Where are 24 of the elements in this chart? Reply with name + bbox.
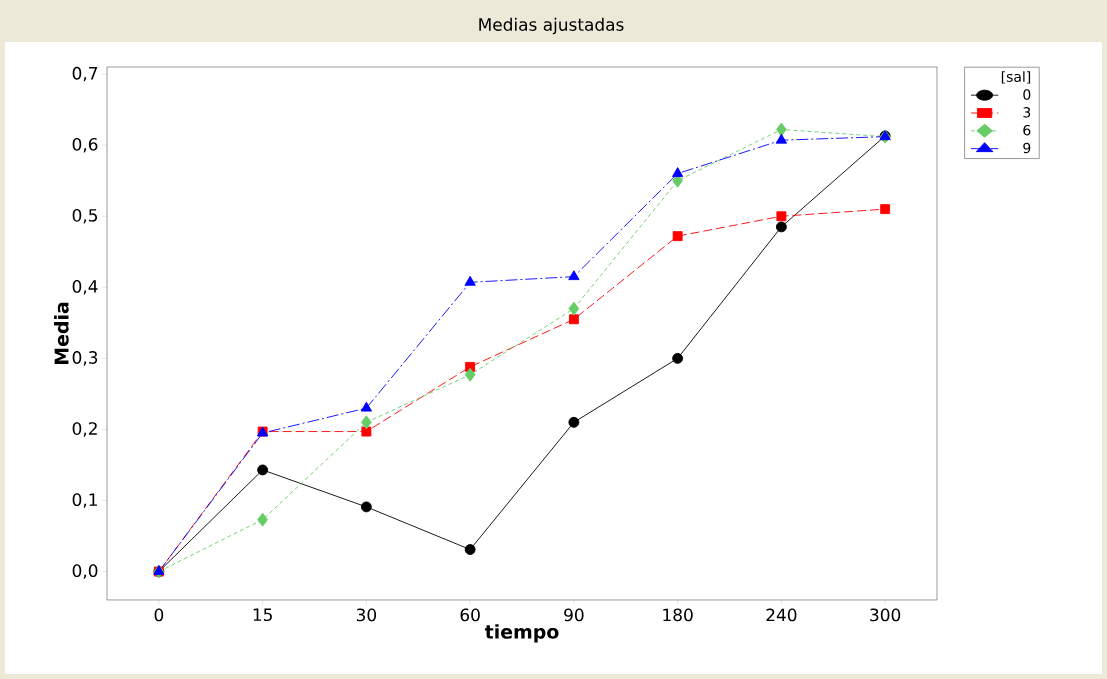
y-tick-label: 0,7 [72, 66, 98, 82]
y-axis-title: Media [54, 302, 69, 364]
y-tick-label: 0,6 [72, 137, 98, 153]
y-tick-label: 0,1 [72, 493, 97, 508]
x-tick-label: 90 [564, 608, 584, 622]
legend-label: 0 [1023, 89, 1031, 100]
y-tick-label: 0,2 [72, 422, 97, 437]
y-tick-label: 0,4 [72, 280, 98, 295]
y-tick-label: 0,3 [72, 351, 98, 366]
x-tick-label: 240 [766, 608, 797, 622]
x-tick-label: 60 [460, 608, 480, 622]
y-tick-label: 0,5 [72, 208, 98, 224]
x-tick-label: 300 [870, 608, 901, 622]
legend-label: 9 [1023, 142, 1031, 154]
legend-label: 3 [1023, 107, 1031, 118]
x-tick-label: 180 [663, 608, 693, 622]
x-tick-label: 0 [154, 608, 164, 622]
y-tick-label: 0,0 [72, 564, 98, 579]
legend-title: [sal] [1001, 71, 1031, 84]
x-tick-label: 15 [253, 608, 272, 622]
legend-label: 6 [1023, 124, 1031, 136]
chart-title: Medias ajustadas [479, 17, 624, 35]
x-axis-title: tiempo [484, 624, 559, 643]
x-tick-label: 30 [356, 608, 377, 622]
